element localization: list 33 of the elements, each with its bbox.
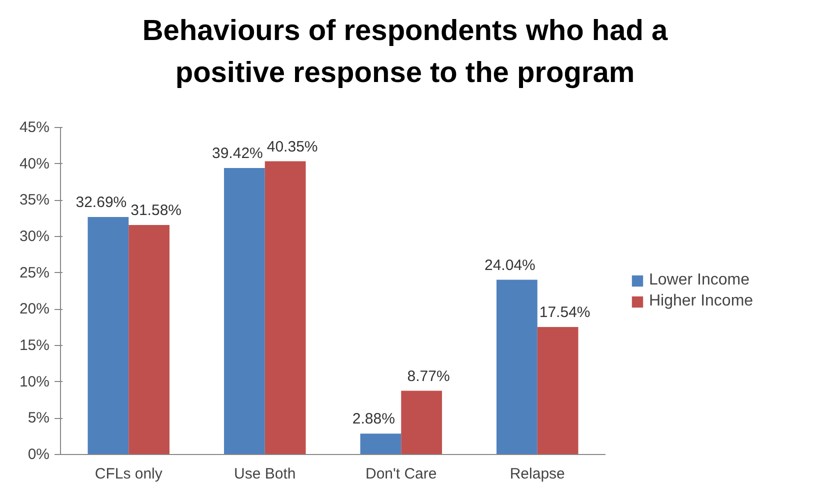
bar bbox=[128, 225, 170, 454]
chart-title: Behaviours of respondents who had a positive response to the program bbox=[141, 14, 669, 92]
data-label: 17.54% bbox=[539, 304, 590, 322]
bar bbox=[88, 216, 129, 454]
y-tick-label: 0% bbox=[28, 446, 50, 463]
bar bbox=[360, 434, 402, 454]
data-label: 8.77% bbox=[407, 368, 450, 385]
bar bbox=[537, 327, 578, 454]
data-label: 40.35% bbox=[266, 138, 318, 156]
data-label: 32.69% bbox=[76, 194, 127, 211]
x-tick-label: Relapse bbox=[510, 466, 565, 482]
y-tick-label: 40% bbox=[19, 155, 50, 172]
y-tick-label: 25% bbox=[19, 264, 50, 282]
legend-label: Lower Income bbox=[649, 271, 750, 289]
bar bbox=[401, 390, 442, 454]
data-label: 39.42% bbox=[212, 145, 263, 162]
data-label: 2.88% bbox=[352, 410, 395, 428]
legend-label: Higher Income bbox=[649, 292, 754, 310]
data-label: 31.58% bbox=[130, 202, 182, 220]
y-tick-label: 10% bbox=[19, 373, 50, 390]
y-tick-label: 5% bbox=[28, 410, 50, 427]
x-tick-label: Don't Care bbox=[366, 466, 437, 482]
y-tick-label: 20% bbox=[19, 300, 50, 318]
y-tick-label: 35% bbox=[19, 192, 50, 209]
bar bbox=[224, 168, 265, 454]
x-tick-label: Use Both bbox=[234, 466, 296, 482]
y-tick-label: 15% bbox=[19, 337, 50, 354]
y-tick-label: 45% bbox=[19, 119, 50, 136]
bar bbox=[264, 161, 306, 454]
bar bbox=[496, 280, 538, 454]
y-tick-label: 30% bbox=[19, 228, 50, 245]
data-label: 24.04% bbox=[484, 256, 536, 274]
x-tick-label: CFLs only bbox=[94, 466, 163, 482]
